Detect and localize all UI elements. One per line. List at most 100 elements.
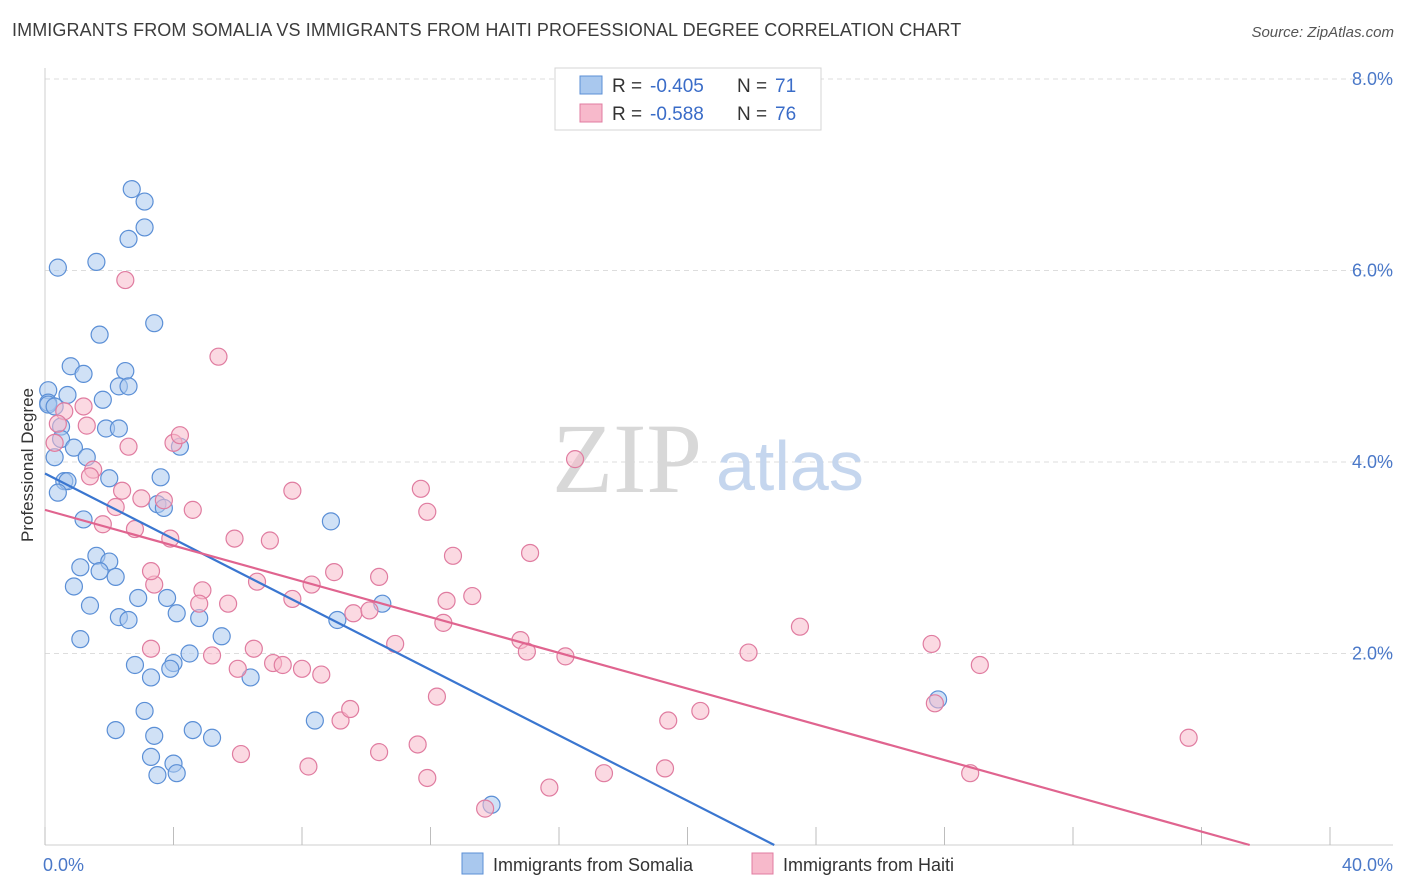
- haiti-point: [418, 502, 437, 521]
- haiti-point: [225, 529, 244, 548]
- haiti-point: [925, 694, 944, 713]
- y-tick-label: 6.0%: [1352, 261, 1393, 281]
- somalia-point: [74, 364, 93, 384]
- haiti-point: [141, 639, 161, 658]
- haiti-point: [1179, 728, 1198, 747]
- haiti-point: [299, 757, 318, 776]
- haiti-point: [739, 643, 758, 662]
- somalia-point: [183, 720, 202, 740]
- haiti-point: [418, 768, 437, 788]
- stats-haiti-swatch: [579, 103, 603, 123]
- watermark: ZIP atlas: [552, 403, 864, 514]
- haiti-point: [292, 659, 312, 678]
- haiti-point: [48, 414, 67, 433]
- haiti-point: [790, 617, 810, 636]
- stats-haiti-r-value: -0.588: [650, 104, 704, 125]
- stats-box: R = -0.405 N = 71 R = -0.588 N = 76: [554, 67, 822, 131]
- haiti-point: [922, 634, 941, 654]
- somalia-point: [151, 468, 170, 487]
- haiti-point: [132, 489, 151, 508]
- haiti-point: [273, 655, 292, 675]
- stats-haiti-n-label: N =: [737, 104, 767, 125]
- haiti-point: [80, 467, 100, 486]
- haiti-point: [260, 531, 279, 550]
- somalia-point: [145, 314, 164, 333]
- haiti-point: [45, 433, 64, 452]
- haiti-point: [209, 347, 228, 366]
- haiti-point: [283, 481, 302, 500]
- haiti-point: [325, 563, 344, 582]
- haiti-point: [219, 594, 238, 613]
- legend: Immigrants from Somalia Immigrants from …: [461, 852, 954, 875]
- somalia-point: [48, 483, 67, 502]
- legend-haiti-swatch: [751, 852, 774, 875]
- somalia-point: [64, 438, 84, 457]
- somalia-point: [241, 668, 260, 687]
- y-axis-label: Professional Degree: [18, 388, 37, 542]
- somalia-point: [135, 218, 154, 237]
- haiti-point: [312, 665, 331, 684]
- y-tick-label: 4.0%: [1352, 452, 1393, 472]
- somalia-point: [161, 659, 180, 678]
- legend-haiti-label: Immigrants from Haiti: [783, 855, 954, 875]
- haiti-point: [341, 699, 360, 719]
- haiti-point: [74, 397, 93, 416]
- haiti-point: [370, 743, 389, 762]
- somalia-point: [80, 596, 100, 615]
- somalia-point: [119, 377, 138, 396]
- y-tick-label: 8.0%: [1352, 69, 1393, 89]
- chart-title: IMMIGRANTS FROM SOMALIA VS IMMIGRANTS FR…: [12, 20, 962, 40]
- somalia-point: [119, 610, 138, 630]
- haiti-point: [540, 778, 559, 797]
- haiti-point: [443, 546, 463, 565]
- haiti-point: [119, 437, 138, 456]
- stats-haiti-n-value: 76: [775, 104, 796, 125]
- somalia-point: [167, 604, 186, 623]
- watermark-atlas: atlas: [716, 427, 864, 505]
- somalia-point: [305, 711, 324, 730]
- somalia-point: [135, 701, 154, 721]
- somalia-point: [64, 577, 84, 596]
- haiti-point: [170, 426, 190, 445]
- stats-somalia-n-value: 71: [775, 76, 796, 97]
- haiti-point: [411, 479, 430, 498]
- haiti-point: [520, 543, 540, 563]
- axes: [44, 68, 1393, 846]
- somalia-point: [90, 325, 109, 344]
- stats-somalia-r-value: -0.405: [650, 76, 704, 97]
- somalia-point: [141, 668, 161, 687]
- somalia-point: [212, 627, 231, 646]
- haiti-point: [116, 270, 135, 290]
- trend-line-somalia: [44, 472, 775, 846]
- somalia-point: [90, 562, 109, 581]
- haiti-point: [112, 481, 132, 500]
- haiti-point: [202, 646, 222, 665]
- haiti-point: [77, 416, 96, 435]
- haiti-point: [183, 500, 202, 519]
- somalia-point: [202, 728, 222, 747]
- stats-somalia-n-label: N =: [737, 76, 767, 97]
- somalia-point: [71, 630, 90, 649]
- haiti-point: [141, 562, 161, 581]
- somalia-point: [74, 510, 93, 529]
- stats-haiti-r-label: R =: [612, 104, 642, 125]
- somalia-point: [48, 258, 67, 277]
- haiti-point: [463, 586, 482, 606]
- somalia-point: [87, 252, 106, 271]
- haiti-point: [427, 687, 447, 706]
- trend-lines: [44, 472, 1250, 847]
- haiti-point: [408, 735, 427, 754]
- x-tick-label: 0.0%: [43, 855, 84, 875]
- somalia-point: [321, 512, 341, 531]
- somalia-point: [109, 419, 128, 438]
- haiti-point: [659, 711, 678, 730]
- legend-somalia-label: Immigrants from Somalia: [493, 855, 694, 875]
- haiti-point: [594, 764, 614, 783]
- haiti-point: [970, 655, 989, 675]
- somalia-point: [167, 764, 186, 783]
- haiti-point: [154, 491, 173, 510]
- trend-line-haiti: [44, 508, 1250, 847]
- legend-somalia-swatch: [461, 852, 484, 875]
- somalia-point: [100, 469, 119, 488]
